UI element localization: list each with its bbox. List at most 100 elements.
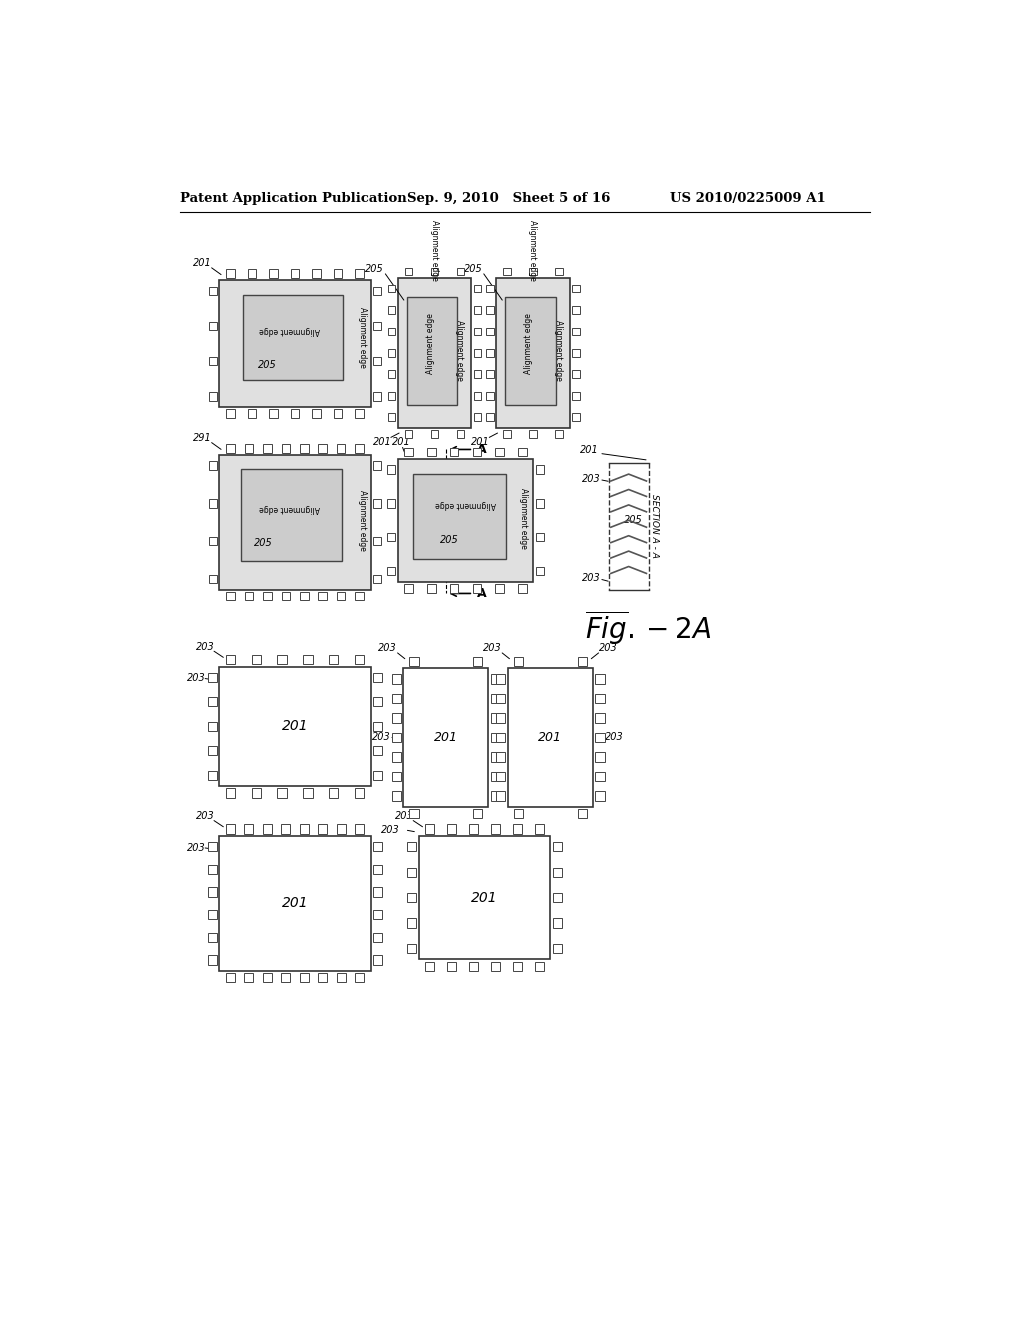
Bar bbox=[555, 430, 563, 438]
Text: 205: 205 bbox=[440, 535, 459, 545]
Text: 291: 291 bbox=[194, 433, 212, 444]
Bar bbox=[373, 286, 381, 296]
Bar bbox=[595, 713, 604, 722]
Bar bbox=[263, 444, 271, 453]
Text: 203: 203 bbox=[378, 643, 397, 653]
Bar bbox=[473, 809, 482, 818]
Bar bbox=[241, 469, 342, 561]
Bar bbox=[404, 430, 413, 438]
Bar bbox=[595, 675, 604, 684]
Text: A: A bbox=[477, 587, 486, 601]
Text: SECTION A - A: SECTION A - A bbox=[650, 494, 659, 558]
Text: 205: 205 bbox=[258, 360, 276, 370]
Bar bbox=[469, 961, 478, 970]
Bar bbox=[595, 772, 604, 781]
Bar bbox=[578, 656, 587, 665]
Bar bbox=[208, 887, 217, 896]
Bar bbox=[208, 842, 217, 851]
Bar bbox=[225, 655, 234, 664]
Bar bbox=[391, 694, 400, 704]
Bar bbox=[473, 447, 481, 457]
Bar bbox=[450, 585, 459, 593]
Bar bbox=[373, 322, 381, 330]
Bar bbox=[572, 392, 580, 400]
Bar bbox=[219, 280, 371, 407]
Text: Alignment edge: Alignment edge bbox=[259, 326, 319, 334]
Bar bbox=[503, 268, 511, 276]
Text: 203: 203 bbox=[599, 643, 617, 653]
Bar bbox=[595, 792, 604, 800]
Bar bbox=[490, 825, 500, 834]
Bar bbox=[391, 733, 400, 742]
Text: Alignment edge: Alignment edge bbox=[519, 488, 527, 549]
Bar bbox=[373, 392, 381, 400]
Text: 201: 201 bbox=[392, 437, 411, 446]
Bar bbox=[225, 788, 234, 797]
Bar bbox=[282, 825, 291, 834]
Bar bbox=[269, 409, 278, 418]
Bar bbox=[490, 713, 500, 722]
Bar bbox=[318, 591, 327, 601]
Bar bbox=[529, 268, 537, 276]
Bar bbox=[208, 956, 217, 965]
Bar bbox=[208, 933, 217, 942]
Bar bbox=[355, 655, 365, 664]
Bar bbox=[262, 973, 272, 982]
Text: 203: 203 bbox=[381, 825, 399, 834]
Text: 203: 203 bbox=[372, 733, 391, 742]
Bar bbox=[572, 371, 580, 378]
Bar bbox=[397, 277, 471, 428]
Bar bbox=[473, 656, 482, 665]
Text: 203: 203 bbox=[197, 642, 215, 652]
Bar bbox=[245, 591, 253, 601]
Text: 201: 201 bbox=[539, 731, 562, 744]
Bar bbox=[513, 961, 522, 970]
Bar bbox=[572, 327, 580, 335]
Bar bbox=[496, 772, 506, 781]
Bar bbox=[404, 585, 413, 593]
Bar bbox=[404, 268, 413, 276]
Bar bbox=[474, 327, 481, 335]
Bar bbox=[431, 268, 438, 276]
Bar bbox=[595, 752, 604, 762]
Text: 203: 203 bbox=[605, 733, 624, 742]
Bar bbox=[518, 447, 526, 457]
Bar bbox=[373, 933, 382, 942]
Text: Alignment edge: Alignment edge bbox=[554, 321, 562, 381]
Bar bbox=[219, 836, 371, 970]
Bar bbox=[496, 733, 506, 742]
Bar bbox=[373, 746, 382, 755]
Bar bbox=[474, 392, 481, 400]
Bar bbox=[226, 444, 234, 453]
Bar bbox=[425, 825, 434, 834]
Bar bbox=[425, 961, 434, 970]
Text: Alignment edge: Alignment edge bbox=[426, 313, 435, 374]
Text: 201: 201 bbox=[471, 891, 498, 904]
Bar bbox=[334, 269, 342, 277]
Bar bbox=[373, 887, 382, 896]
Bar bbox=[312, 409, 321, 418]
Bar bbox=[208, 673, 217, 682]
Bar bbox=[373, 956, 382, 965]
Bar bbox=[496, 675, 506, 684]
Bar bbox=[303, 655, 312, 664]
Bar bbox=[388, 371, 395, 378]
Bar bbox=[486, 285, 494, 293]
Bar bbox=[572, 348, 580, 356]
Text: Alignment edge: Alignment edge bbox=[259, 504, 319, 513]
Bar bbox=[355, 788, 365, 797]
Bar bbox=[209, 356, 217, 366]
Bar bbox=[388, 348, 395, 356]
Text: A: A bbox=[477, 444, 486, 455]
Bar bbox=[373, 697, 382, 706]
Text: 201: 201 bbox=[471, 437, 490, 446]
Bar bbox=[373, 462, 381, 470]
Bar bbox=[536, 499, 544, 508]
Bar bbox=[595, 694, 604, 704]
Bar bbox=[300, 825, 309, 834]
Text: Sep. 9, 2010   Sheet 5 of 16: Sep. 9, 2010 Sheet 5 of 16 bbox=[407, 191, 610, 205]
Bar bbox=[572, 306, 580, 314]
Bar bbox=[355, 591, 364, 601]
Bar bbox=[318, 973, 328, 982]
Text: 201: 201 bbox=[580, 445, 598, 455]
